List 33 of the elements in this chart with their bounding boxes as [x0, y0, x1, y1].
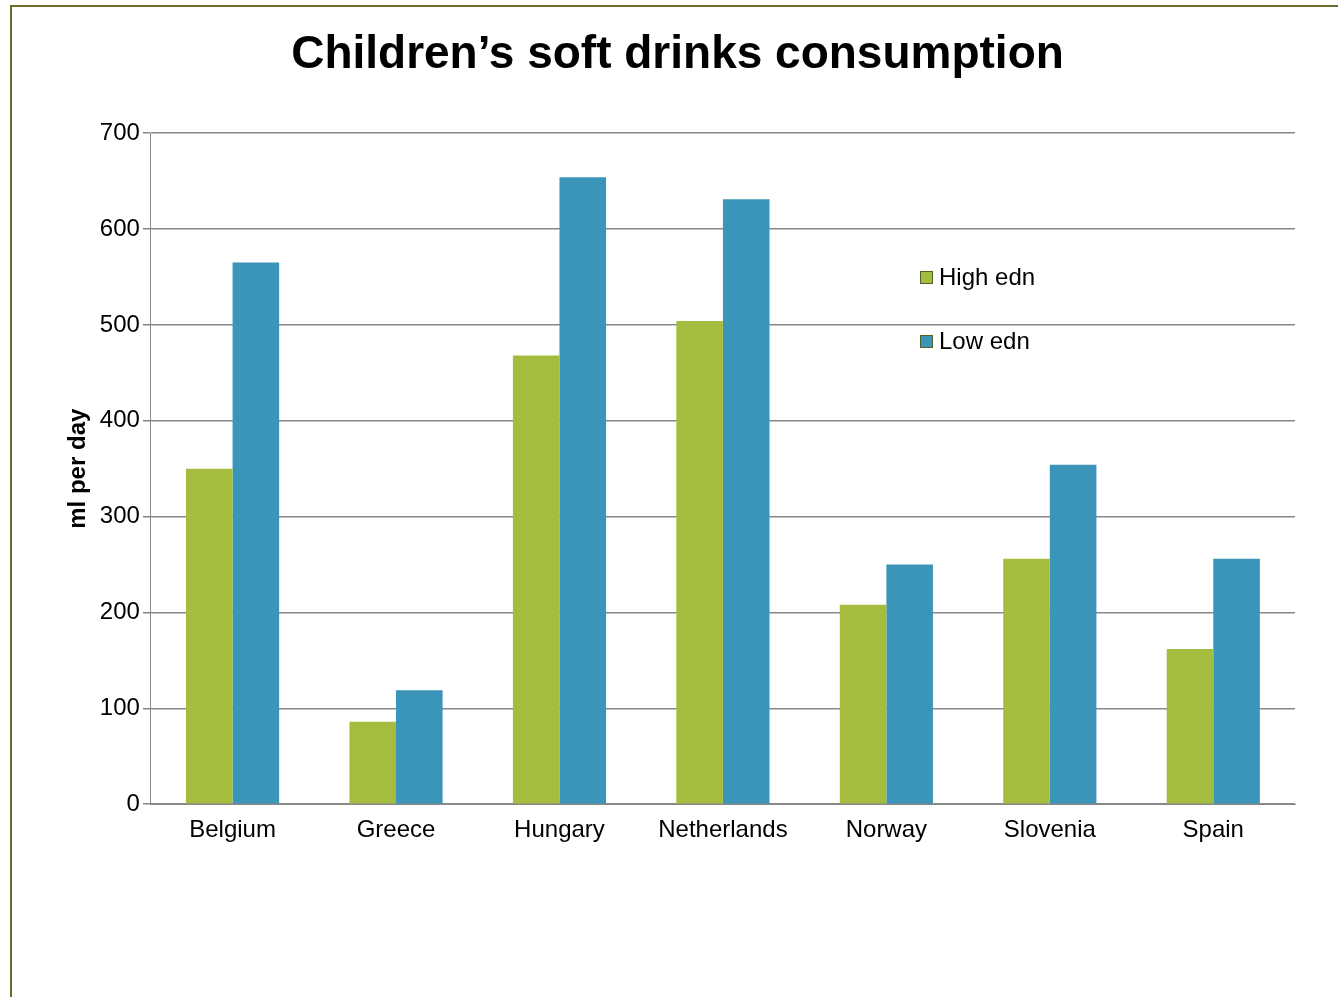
bar	[559, 177, 607, 804]
y-tick-label: 100	[99, 692, 140, 720]
x-tick-label: Norway	[845, 815, 928, 843]
bar	[839, 604, 887, 804]
bar	[232, 262, 280, 804]
y-tick-label: 500	[99, 309, 140, 337]
legend-label: High edn	[939, 263, 1036, 292]
bar	[396, 690, 443, 804]
bar	[886, 564, 933, 804]
x-tick-label: Belgium	[189, 815, 276, 843]
y-tick-label: 600	[99, 213, 140, 241]
bar	[1003, 558, 1050, 804]
x-tick-label: Netherlands	[658, 815, 788, 843]
bar	[349, 721, 397, 804]
bar	[1213, 558, 1260, 804]
bar	[1049, 464, 1097, 804]
bar	[1166, 648, 1214, 804]
chart-title: Children’s soft drinks consumption	[291, 26, 1064, 79]
x-tick-label: Spain	[1182, 815, 1244, 843]
y-tick-label: 200	[99, 597, 140, 625]
x-tick-label: Slovenia	[1003, 815, 1097, 843]
y-axis-title: ml per day	[63, 408, 91, 529]
y-tick-label: 0	[126, 788, 140, 816]
bar	[512, 355, 560, 804]
bar	[185, 468, 233, 804]
bar	[676, 321, 723, 804]
bar	[722, 199, 770, 804]
y-tick-label: 400	[99, 405, 140, 433]
x-tick-label: Greece	[356, 815, 436, 843]
x-tick-label: Hungary	[514, 815, 605, 843]
legend-label: Low edn	[939, 327, 1030, 356]
y-tick-label: 700	[99, 117, 140, 145]
y-tick-label: 300	[99, 501, 140, 529]
